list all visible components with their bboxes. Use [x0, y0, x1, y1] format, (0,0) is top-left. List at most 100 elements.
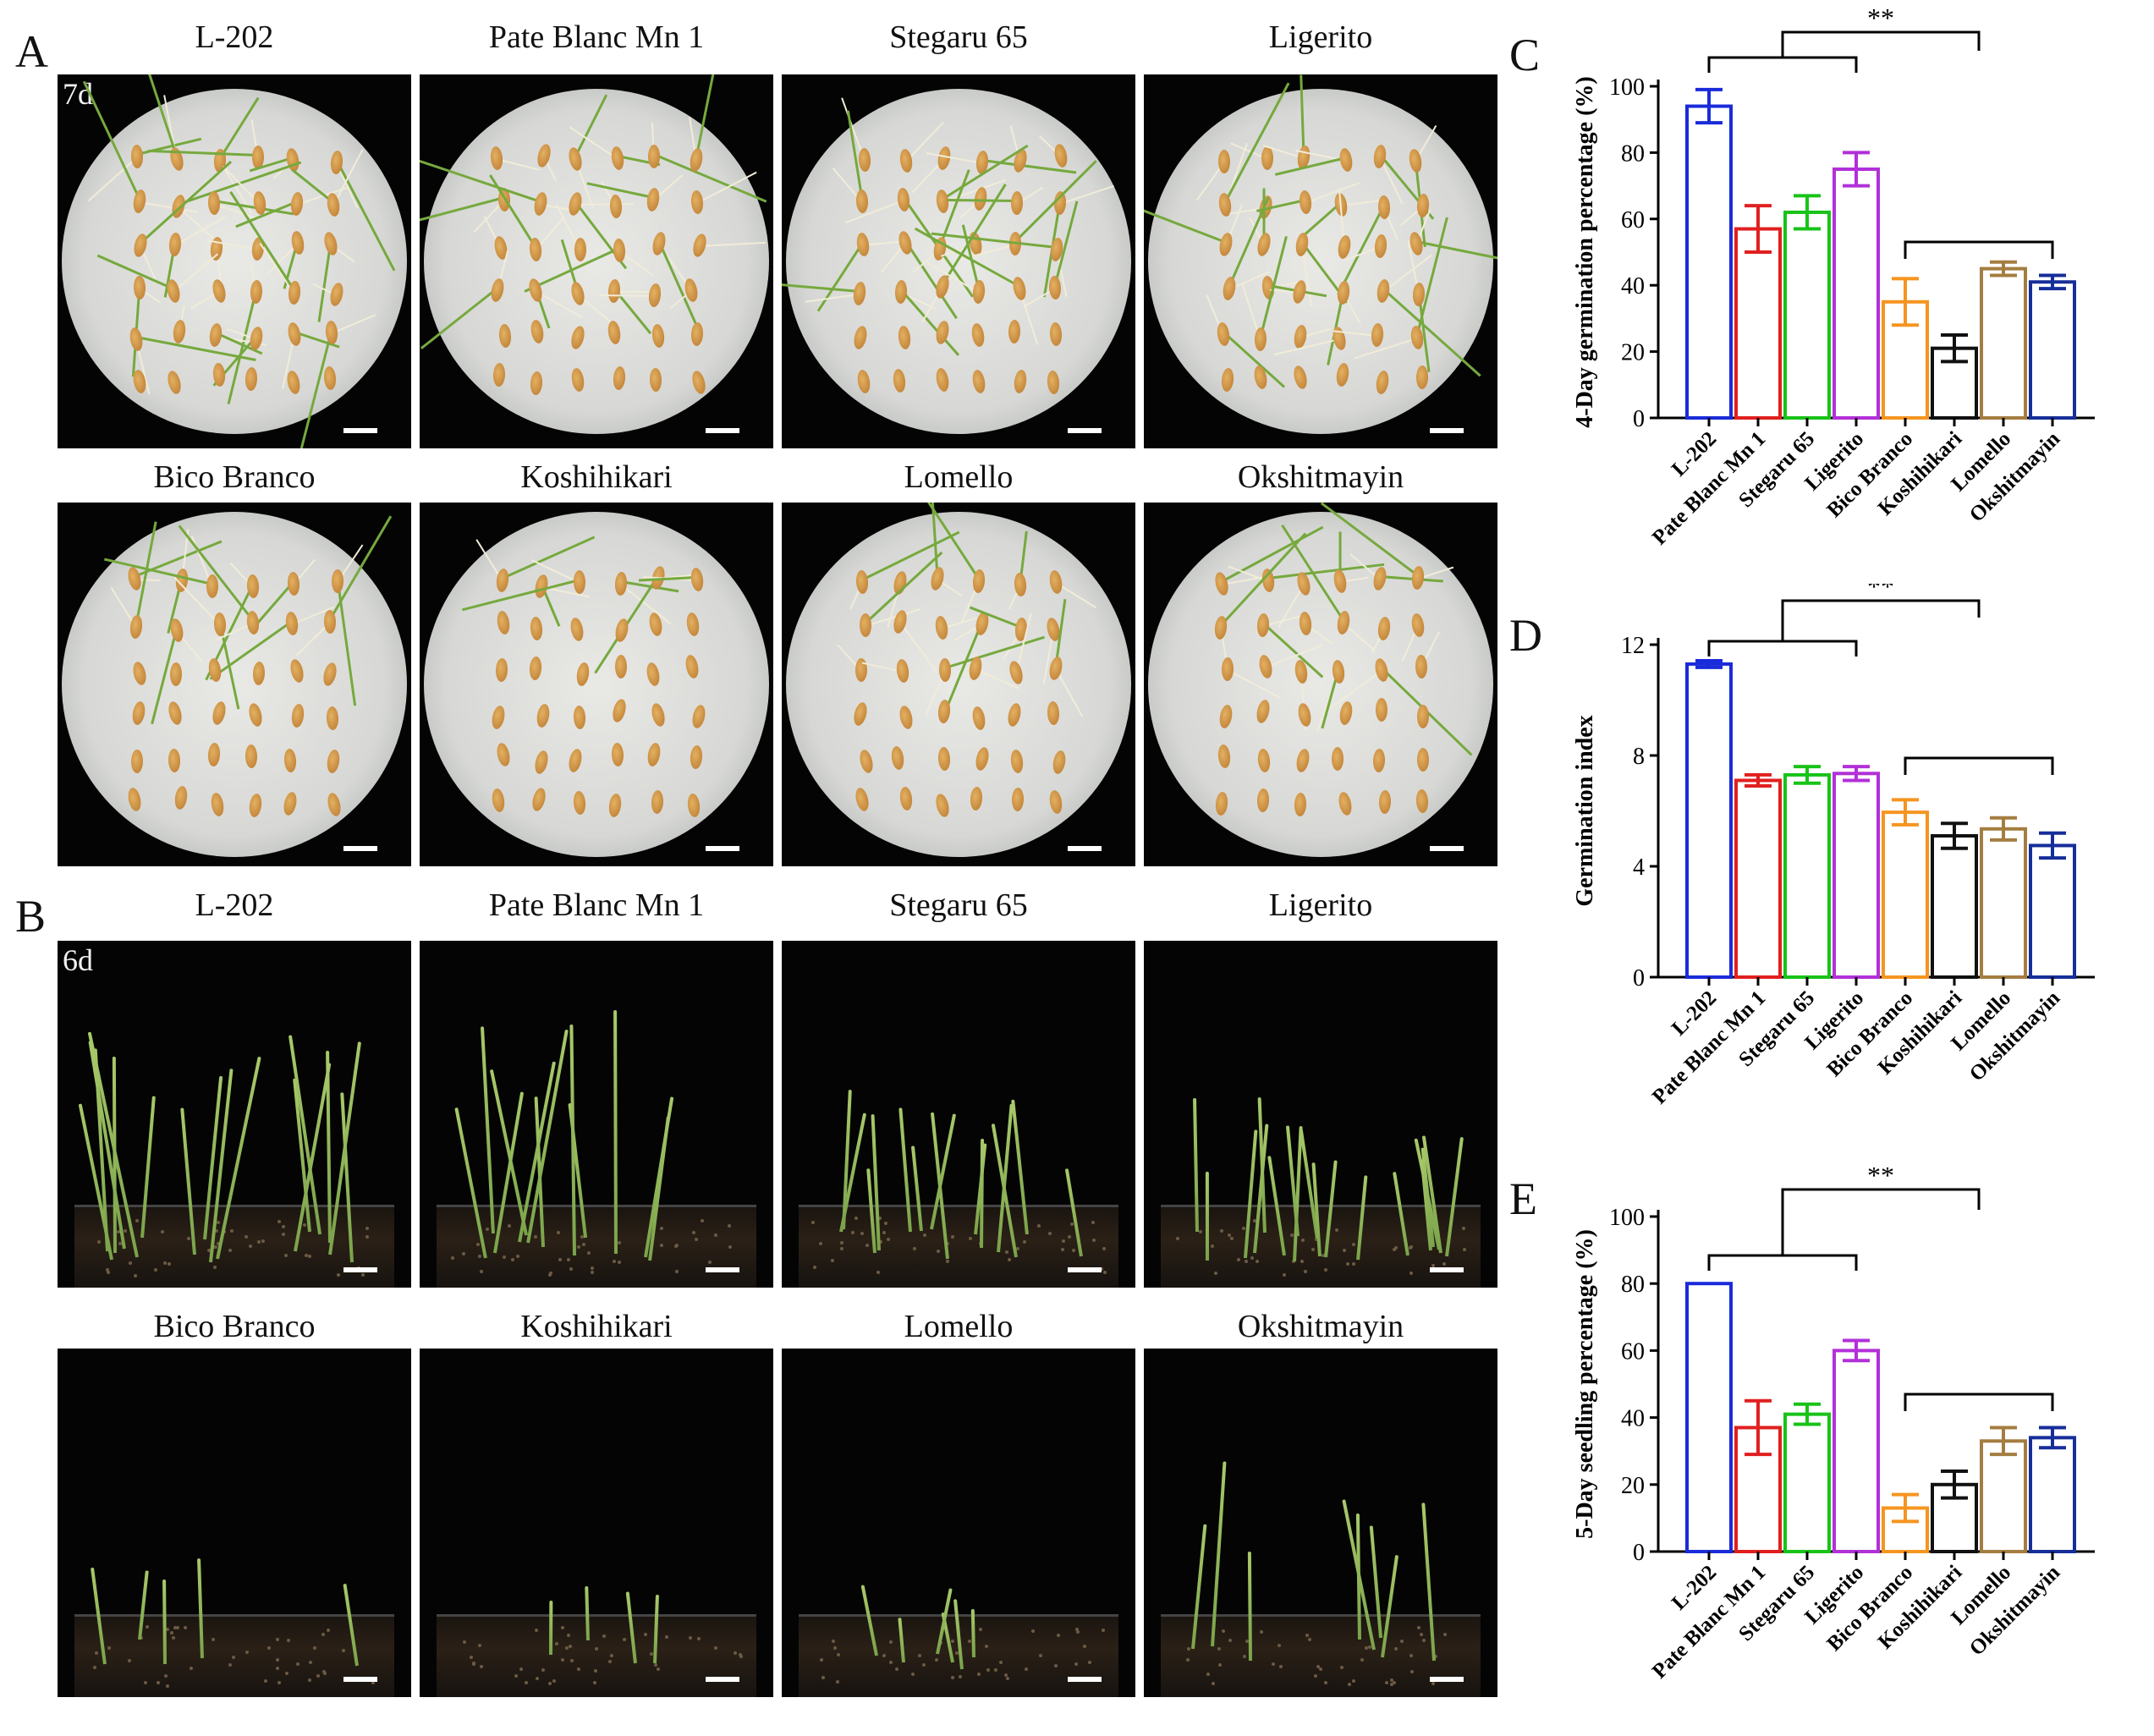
panel-letter-d: D — [1509, 610, 1542, 661]
seed — [938, 657, 952, 683]
tray-photo-ligerito — [1144, 941, 1497, 1288]
chart-c: 0 20 40 60 80 100 4-Day germination percentage… — [1572, 3, 2095, 549]
photo-title-a-2: Stegaru 65 — [889, 19, 1028, 55]
tray-photo-pate-blanc — [420, 941, 773, 1288]
tray-photo-l202: 6d — [58, 941, 411, 1288]
seed — [649, 368, 662, 393]
scale-bar — [1430, 1677, 1464, 1682]
y-tick-label: 60 — [1621, 207, 1645, 233]
seed — [647, 145, 660, 169]
panel-letter-e: E — [1509, 1173, 1537, 1224]
seedling-leaf — [549, 1600, 553, 1655]
bar-c-7 — [2029, 280, 2076, 420]
scale-bar — [1430, 1267, 1464, 1272]
y-tick-label: 40 — [1621, 273, 1645, 299]
seed — [331, 569, 343, 593]
scale-bar — [706, 1267, 739, 1272]
scale-bar — [1068, 428, 1102, 433]
petri-photo-l202: 7d — [58, 74, 411, 448]
bar-d-1 — [1734, 778, 1782, 979]
tray-photo-bico-branco — [58, 1349, 411, 1697]
bar-e-6 — [1980, 1439, 2027, 1553]
petri-photo-ligerito — [1144, 74, 1497, 448]
photo-title-b-2: Stegaru 65 — [889, 887, 1028, 923]
significance-label: ** — [1867, 3, 1894, 33]
bracket-comparison — [1781, 599, 1981, 641]
scale-bar — [1430, 846, 1464, 851]
soil-tray — [799, 1205, 1118, 1288]
bar-c-6 — [1980, 266, 2027, 420]
day-label-6d: 6d — [63, 943, 93, 977]
petri-photo-stegaru — [782, 74, 1135, 448]
bracket-comparison — [1781, 1188, 1981, 1255]
seed — [169, 662, 182, 687]
panel-letter-b: B — [15, 891, 47, 942]
bracket-group2 — [1904, 240, 2054, 259]
bar-d-6 — [1980, 827, 2027, 979]
photo-title-a-5: Koshihikari — [520, 459, 673, 495]
y-axis-label: 4-Day germination percentage (%) — [1572, 76, 1598, 428]
y-tick-label: 40 — [1621, 1406, 1645, 1432]
petri-photo-okshitmayin — [1144, 503, 1497, 866]
y-axis-label: 5-Day seedling percentage (%) — [1572, 1229, 1598, 1539]
bracket-group1 — [1707, 640, 1858, 656]
seed — [614, 654, 627, 678]
tray-photo-stegaru — [782, 941, 1135, 1288]
seedling-leaf — [1205, 1172, 1209, 1261]
petri-dish — [786, 512, 1131, 857]
y-tick-label: 20 — [1621, 1473, 1645, 1499]
petri-dish — [424, 512, 769, 857]
scale-bar — [1068, 1267, 1102, 1272]
tray-photo-lomello — [782, 1349, 1135, 1697]
bar-d-5 — [1931, 833, 1978, 979]
y-tick-label: 20 — [1621, 340, 1645, 366]
seed — [1217, 150, 1230, 174]
bar-c-2 — [1783, 210, 1831, 420]
bracket-comparison — [1781, 30, 1981, 58]
bar-e-2 — [1783, 1412, 1831, 1554]
y-axis-label: Germination index — [1572, 715, 1598, 906]
bar-c-3 — [1833, 168, 1880, 420]
photo-title-b-1: Pate Blanc Mn 1 — [488, 887, 705, 923]
scale-bar — [706, 1677, 739, 1682]
photo-title-a-3: Ligerito — [1268, 19, 1373, 55]
bar-d-7 — [2029, 843, 2076, 979]
bar-c-0 — [1685, 104, 1733, 420]
photo-title-b-3: Ligerito — [1268, 887, 1373, 923]
bracket-group1 — [1707, 1254, 1858, 1271]
seed — [130, 749, 144, 773]
petri-dish — [1148, 512, 1493, 857]
photo-title-a-1: Pate Blanc Mn 1 — [488, 19, 705, 55]
y-tick-label: 0 — [1633, 406, 1645, 432]
chart-e: 0 20 40 60 80 100 5-Day seedling percentage (%… — [1572, 1167, 2095, 1683]
significance-label: ** — [1867, 584, 1894, 602]
seed — [1254, 327, 1267, 351]
soil-tray — [437, 1205, 756, 1288]
scale-bar — [706, 846, 739, 851]
significance-label: ** — [1867, 1167, 1894, 1190]
seedling-leaf — [1248, 1551, 1253, 1661]
seedling-leaf — [613, 1009, 618, 1254]
scale-bar — [1068, 1677, 1102, 1682]
petri-photo-bico-branco — [58, 503, 411, 866]
seed — [573, 570, 585, 595]
photo-title-a-0: L-202 — [195, 19, 274, 55]
seed — [1416, 705, 1429, 729]
y-tick-label: 80 — [1621, 140, 1645, 167]
bar-d-4 — [1882, 810, 1929, 980]
petri-dish — [1148, 89, 1493, 434]
photo-title-b-4: Bico Branco — [153, 1309, 316, 1344]
photo-title-a-4: Bico Branco — [153, 459, 316, 495]
bar-e-7 — [2029, 1436, 2076, 1553]
bracket-group2 — [1904, 756, 2054, 775]
petri-photo-koshihikari — [420, 503, 773, 866]
soil-tray — [74, 1614, 394, 1697]
bracket-group1 — [1707, 56, 1858, 73]
tray-photo-okshitmayin — [1144, 1349, 1497, 1697]
bar-d-0 — [1685, 662, 1733, 980]
scale-bar — [706, 428, 739, 433]
petri-dish — [424, 89, 769, 434]
petri-photo-pate-blanc — [420, 74, 773, 448]
photo-title-b-5: Koshihikari — [520, 1309, 673, 1344]
